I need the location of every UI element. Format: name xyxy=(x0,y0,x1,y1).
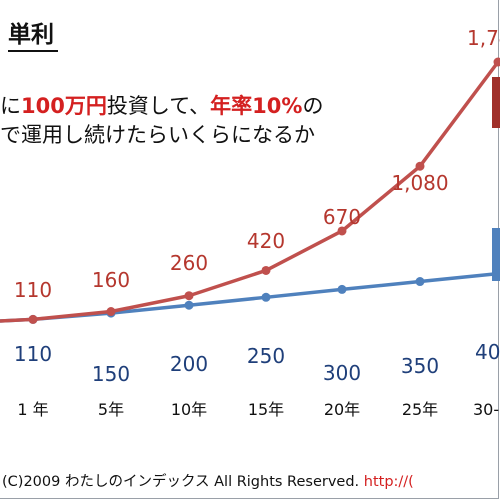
copyright-text: (C)2009 わたしのインデックス All Rights Reserved. xyxy=(2,474,360,490)
subtitle-part: 投資して、 xyxy=(106,94,211,118)
copyright-notice: (C)2009 わたしのインデックス All Rights Reserved. … xyxy=(2,470,414,491)
x-tick-label: 15年 xyxy=(248,400,284,419)
data-label-simple: 200 xyxy=(170,352,208,376)
data-point-compound xyxy=(337,226,347,236)
data-label-simple: 110 xyxy=(14,342,52,366)
data-point-compound xyxy=(493,57,500,67)
subtitle-amount: 100万円 xyxy=(21,94,107,118)
data-point-compound xyxy=(415,161,425,171)
data-label-simple: 150 xyxy=(92,362,130,386)
series-line-compound xyxy=(0,60,500,323)
subtitle-line-2: で運用し続けたらいくらになるか xyxy=(0,123,315,147)
x-tick-label: 25年 xyxy=(402,400,438,419)
data-label-simple: 40 xyxy=(475,340,500,364)
legend-swatch-simple xyxy=(492,228,500,281)
data-label-compound: 1,080 xyxy=(391,171,448,195)
data-point-simple xyxy=(493,269,500,279)
x-tick-label: 1 年 xyxy=(17,400,48,419)
data-label-compound: 420 xyxy=(247,229,285,253)
data-point-simple xyxy=(415,277,425,287)
subtitle-part: の xyxy=(302,94,324,118)
data-label-simple: 250 xyxy=(247,344,285,368)
data-point-compound xyxy=(28,314,38,324)
copyright-url: http://( xyxy=(363,474,414,490)
data-point-compound xyxy=(261,265,271,275)
x-tick-label: 5年 xyxy=(98,400,124,419)
data-point-simple xyxy=(184,300,194,310)
subtitle-line-1: に100万円投資して、年率10%の xyxy=(0,90,323,120)
data-label-simple: 300 xyxy=(323,361,361,385)
x-tick-label: 30- xyxy=(473,400,499,419)
legend-swatch-compound xyxy=(492,77,500,128)
data-point-compound xyxy=(184,291,194,301)
subtitle-rate: 年率10% xyxy=(210,94,303,118)
x-tick-label: 20年 xyxy=(324,400,360,419)
data-point-simple xyxy=(337,284,347,294)
data-label-compound: 1,74 xyxy=(467,26,500,50)
data-label-compound: 110 xyxy=(14,278,52,302)
data-point-simple xyxy=(261,292,271,302)
data-point-compound xyxy=(106,307,116,317)
subtitle-part: に xyxy=(0,94,21,118)
data-label-simple: 350 xyxy=(401,354,439,378)
x-tick-label: 10年 xyxy=(171,400,207,419)
data-label-compound: 670 xyxy=(323,205,361,229)
data-label-compound: 260 xyxy=(170,251,208,275)
chart-title: 単利 xyxy=(8,20,58,52)
data-label-compound: 160 xyxy=(92,268,130,292)
